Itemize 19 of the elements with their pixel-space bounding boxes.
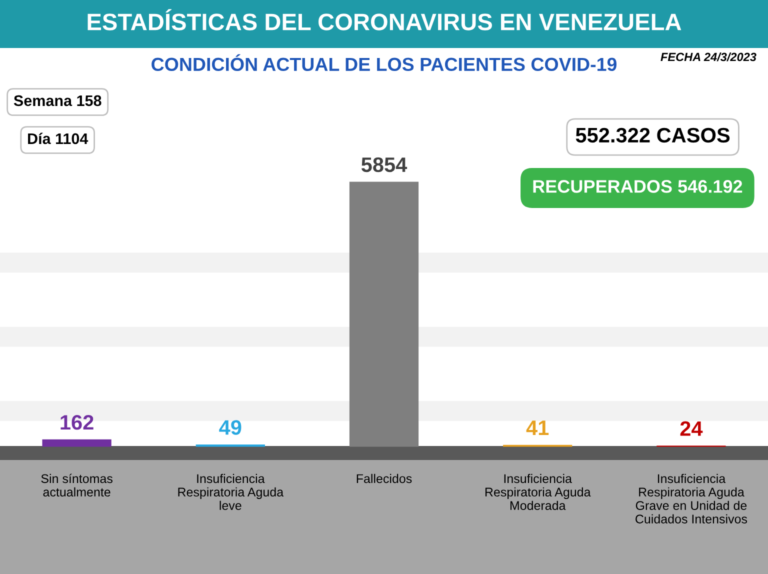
data-label: 162 [60,414,94,430]
chart-title: ESTADÍSTICAS DEL CORONAVIRUS EN VENEZUELA [88,9,682,30]
x-tick-label: Insuficiencia Respiratoria Aguda leve [178,474,284,510]
bar [42,439,112,447]
x-tick-label: Insuficiencia Respiratoria Aguda Grave en Unidad de Cuidados Intensivos [636,474,748,524]
bar [349,182,419,447]
data-label: 24 [680,421,703,436]
x-tick-label: Sin síntomas actualmente [41,474,112,497]
x-tick-label: Fallecidos [356,474,412,484]
text: FECHA 24/3/2023 [660,52,756,62]
text: Semana 158 [14,95,102,106]
text: Día 1104 [28,132,88,144]
x-tick-label: Insuficiencia Respiratoria Aguda Moderada [485,474,591,510]
text: 552.322 CASOS [576,128,730,143]
data-label: 5854 [361,157,408,172]
annotation: RECUPERADOS 546.192 [533,180,742,193]
data-label: 41 [526,420,549,436]
data-label: 49 [219,420,242,435]
chart-subtitle: CONDICIÓN ACTUAL DE LOS PACIENTES COVID-19 [152,54,616,72]
